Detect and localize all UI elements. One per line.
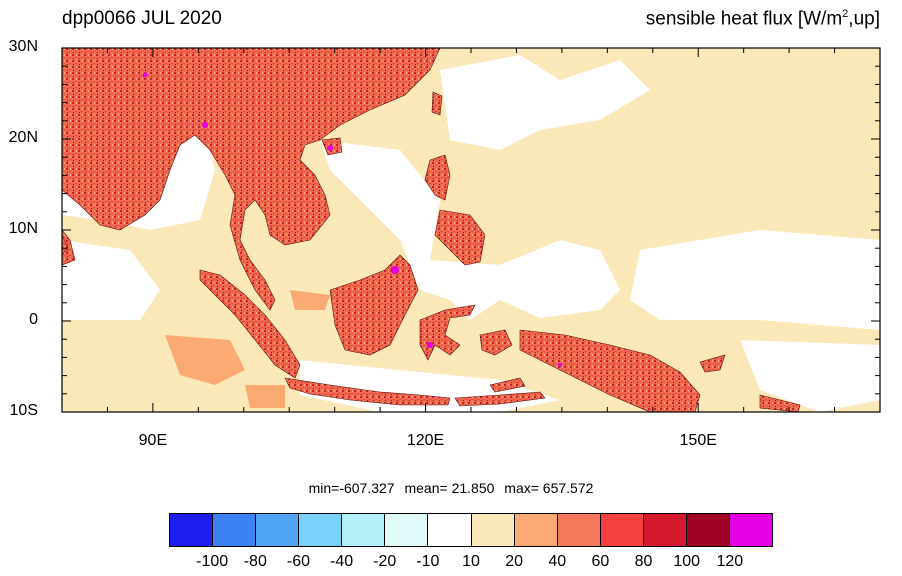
colorbar [169,513,773,547]
colorbar-label: -10 [416,553,440,570]
philippines-luzon [424,154,451,201]
colorbar-label: -60 [286,553,310,570]
lesser-sunda [454,391,546,407]
colorbar-box [557,514,601,546]
borneo [329,254,419,356]
map-title-right: sensible heat flux [W/m2,up] [646,8,880,30]
latitude-label: 20N [8,129,38,146]
colorbar-box [385,514,429,546]
philippines-south [434,209,486,266]
colorbar-box [428,514,472,546]
new-guinea [519,329,701,412]
colorbar-box [600,514,644,546]
longitude-label: 120E [406,432,445,449]
latitude-label: 30N [8,38,38,55]
warm-sea-patches [165,290,330,408]
sri-lanka [62,234,69,256]
axis-ticks [61,47,881,413]
colorbar-label: 60 [591,553,610,570]
java-bali [284,377,451,406]
maluku [479,329,513,356]
title-right-superscript: 2 [842,8,849,20]
colorbar-box [471,514,515,546]
stat-min: min=-607.327 [308,480,395,496]
latitude-label: 10N [8,220,38,237]
colorbar-box [170,514,214,546]
colorbar-box [256,514,300,546]
sumatra [199,269,301,379]
longitude-label: 150E [679,432,717,449]
colorbar-label: 40 [548,553,567,570]
taiwan [431,91,443,116]
colorbar-label: 10 [462,553,480,570]
stat-mean: mean= 21.850 [404,480,495,496]
title-right-main: sensible heat flux [W/m [645,8,843,30]
colorbar-box [643,514,687,546]
colorbar-box [213,514,257,546]
statistics-line: min=-607.327 mean= 21.850 max= 657.572 [0,480,902,496]
title-right-tail: ,up] [848,8,880,30]
colorbar-box [514,514,558,546]
longitude-label: 90E [138,432,168,449]
colorbar-label: 120 [716,553,744,570]
stat-max: max= 657.572 [504,480,594,496]
latitude-label: 10S [9,402,38,419]
solomon [759,394,801,412]
latitude-label: 0 [29,311,38,328]
colorbar-box [686,514,731,546]
timor [489,377,526,393]
colorbar-box [342,514,386,546]
colorbar-label: 100 [673,553,701,570]
new-britain [699,354,726,373]
sulawesi [419,304,476,361]
map-title-left: dpp0066 JUL 2020 [62,8,222,29]
colorbar-label: -40 [330,553,354,570]
india-tip [62,229,76,266]
colorbar-label: -100 [196,553,229,570]
colorbar-label: 80 [634,553,653,570]
colorbar-label: 20 [505,553,524,570]
hotspots [142,72,562,367]
asian-mainland [62,48,441,311]
colorbar-label: -20 [373,553,397,570]
colorbar-label: -80 [243,553,267,570]
colorbar-box [299,514,343,546]
colorbar-box [730,514,773,546]
